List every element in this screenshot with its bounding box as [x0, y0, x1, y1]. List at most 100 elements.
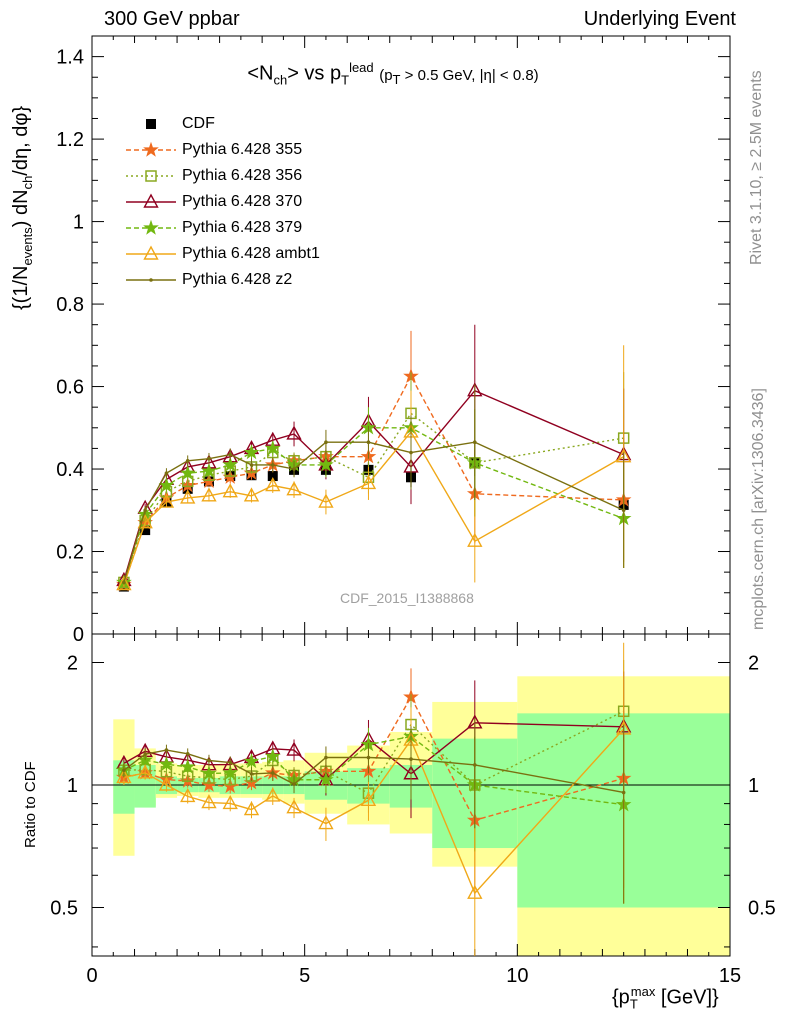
legend-marker-p355	[143, 141, 159, 157]
x-tick-label: 5	[299, 965, 310, 987]
legend-label: Pythia 6.428 355	[182, 141, 303, 158]
cdf-data-point	[140, 525, 151, 536]
legend-swatch	[126, 278, 176, 282]
ratio-point-p379	[179, 758, 196, 774]
series-z2	[122, 384, 626, 585]
ratio-line-ambt1	[123, 728, 625, 895]
legend: CDF Pythia 6.428 355 Pythia 6.428 356 Pythi…	[124, 111, 320, 293]
ratio-point-ambt1	[158, 776, 175, 791]
ratio-line-z2	[123, 749, 624, 794]
ratio-point-ambt1	[116, 769, 132, 784]
mcplots-source-label: mcplots.cern.ch [arXiv:1306.3436]	[750, 388, 767, 630]
ratio-point-ambt1	[467, 884, 483, 899]
legend-item-data: CDF	[124, 111, 320, 137]
point-p379	[264, 440, 281, 456]
y-tick-label-main: 1	[73, 212, 84, 234]
ratio-point-p379	[158, 755, 175, 771]
ratio-point-ambt1	[243, 801, 260, 816]
series-line-p356	[123, 412, 624, 583]
ratio-point-z2	[366, 755, 371, 760]
ratio-line-p356	[123, 710, 624, 795]
point-p379	[201, 462, 217, 478]
header-right: Underlying Event	[583, 8, 736, 30]
ratio-tick-label-right: 0.5	[748, 897, 776, 919]
ratio-point-z2	[409, 757, 413, 761]
series-p379	[116, 390, 632, 590]
legend-item-p356: Pythia 6.428 356	[124, 163, 320, 189]
ratio-uncertainty-bands	[113, 676, 730, 956]
point-p379	[243, 444, 260, 460]
ratio-tick-label-left: 2	[67, 653, 78, 675]
legend-item-p355: Pythia 6.428 355	[124, 137, 320, 163]
ratio-point-z2	[249, 772, 254, 776]
point-z2	[143, 508, 147, 513]
point-z2	[409, 450, 413, 455]
y-tick-label-main: 0	[73, 624, 84, 646]
legend-marker-p370	[143, 193, 159, 208]
y-axis-label-main: {(1/Nevents) dNch/dη, dφ}	[10, 106, 35, 310]
point-ambt1	[243, 487, 260, 502]
point-ambt1	[318, 493, 334, 508]
point-z2	[122, 580, 126, 585]
point-z2	[324, 440, 328, 445]
ratio-point-ambt1	[201, 794, 217, 809]
point-ambt1	[360, 474, 377, 490]
ratio-point-p370	[286, 741, 302, 756]
ratio-point-z2	[473, 763, 477, 767]
ratio-point-p379	[318, 771, 334, 787]
ratio-point-ambt1	[286, 799, 302, 814]
x-axis-label: {pTmax [GeV]}	[612, 984, 719, 1012]
ratio-point-z2	[292, 782, 296, 786]
ratio-point-ambt1	[265, 787, 281, 802]
point-ambt1	[467, 532, 483, 547]
rivet-version-label: Rivet 3.1.10, ≥ 2.5M events	[748, 70, 765, 265]
ratio-point-ambt1	[360, 791, 377, 806]
series-p356	[118, 372, 630, 589]
point-ambt1	[116, 576, 132, 591]
y-axis-label-ratio: Ratio to CDF	[22, 761, 39, 848]
ratio-point-ambt1	[137, 764, 153, 779]
ratio-point-ambt1	[318, 815, 334, 830]
legend-swatch	[146, 119, 156, 129]
point-p379	[179, 464, 196, 480]
ratio-point-z2	[143, 752, 147, 756]
x-tick-label: 0	[86, 965, 97, 987]
ratio-point-z2	[207, 758, 211, 763]
point-z2	[292, 467, 296, 471]
legend-label: CDF	[182, 115, 215, 132]
x-tick-label: 15	[719, 965, 741, 987]
legend-item-p379: Pythia 6.428 379	[124, 215, 320, 241]
y-tick-label-main: 1.4	[56, 47, 84, 69]
point-p379	[222, 456, 239, 472]
ratio-point-ambt1	[222, 794, 238, 810]
y-tick-label-main: 0.2	[56, 542, 84, 564]
legend-item-z2: Pythia 6.428 z2	[124, 267, 320, 293]
point-z2	[164, 471, 169, 475]
legend-swatch	[126, 170, 176, 182]
point-z2	[366, 440, 371, 445]
ratio-point-z2	[621, 790, 626, 795]
legend-item-ambt1: Pythia 6.428 ambt1	[124, 241, 320, 267]
point-ambt1	[180, 489, 196, 504]
legend-marker-p356	[145, 170, 157, 182]
ratio-tick-label-left: 1	[67, 775, 78, 797]
point-z2	[185, 458, 190, 463]
point-p370	[286, 425, 302, 440]
point-z2	[249, 463, 254, 467]
ratio-series-z2	[122, 718, 626, 904]
point-z2	[228, 452, 233, 457]
header-left: 300 GeV ppbar	[104, 8, 240, 30]
point-z2	[473, 440, 477, 445]
ratio-point-ambt1	[180, 787, 196, 803]
legend-marker-ambt1	[143, 245, 159, 260]
legend-swatch	[126, 141, 176, 157]
cdf-data-series	[118, 449, 629, 592]
point-ambt1	[222, 483, 238, 498]
chart-title: <Nch> vs pTlead (pT > 0.5 GeV, |η| < 0.8…	[247, 60, 539, 88]
legend-marker-z2	[149, 278, 153, 282]
legend-label: Pythia 6.428 379	[182, 219, 303, 236]
series-line-z2	[123, 441, 624, 583]
point-z2	[621, 508, 626, 513]
legend-label: Pythia 6.428 z2	[182, 271, 293, 288]
